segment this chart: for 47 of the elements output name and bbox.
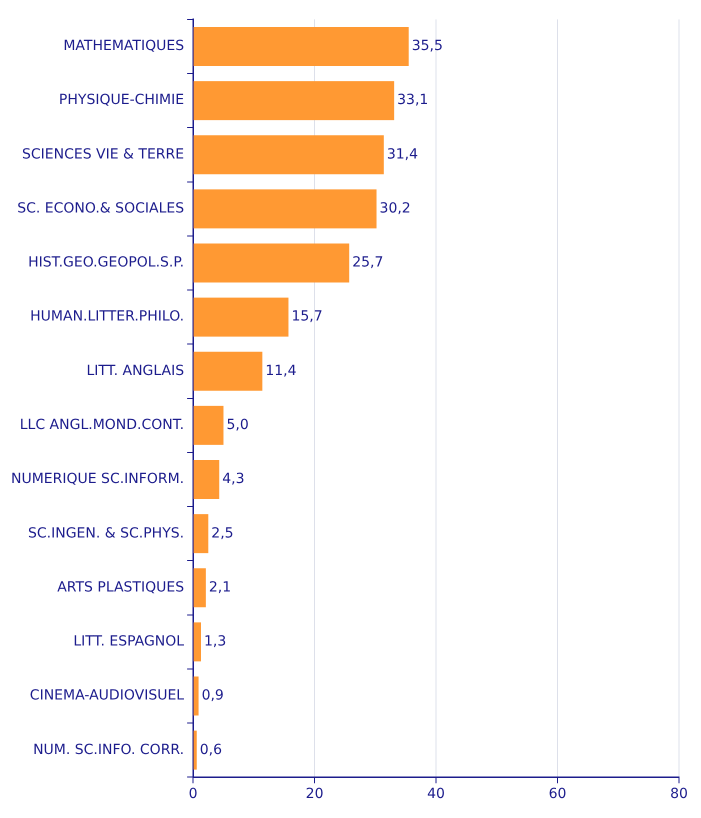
y-tick-label: HUMAN.LITTER.PHILO.: [30, 308, 184, 325]
bar: [194, 298, 288, 337]
x-tick-label: 80: [670, 786, 688, 802]
y-tick-label: HIST.GEO.GEOPOL.S.P.: [28, 254, 184, 271]
y-tick-label: LITT. ESPAGNOL: [73, 634, 184, 650]
bar: [194, 243, 350, 282]
bar: [194, 406, 224, 445]
data-label: 5,0: [226, 417, 249, 434]
data-label: 4,3: [222, 471, 244, 488]
y-tick-label: PHYSIQUE-CHIMIE: [58, 92, 184, 108]
bar: [194, 568, 206, 608]
y-tick-label: SC. ECONO.& SOCIALES: [17, 200, 184, 216]
data-label: 30,2: [380, 200, 411, 216]
x-tick-label: 40: [427, 786, 445, 802]
y-tick-label: CINEMA-AUDIOVISUEL: [30, 688, 184, 704]
data-label: 11,4: [265, 362, 297, 379]
y-tick-label: MATHEMATIQUES: [63, 38, 184, 54]
bar: [194, 460, 220, 499]
y-tick-label: LITT. ANGLAIS: [86, 362, 184, 379]
x-tick-label: 20: [306, 786, 324, 802]
y-tick-label: NUMERIQUE SC.INFORM.: [10, 471, 184, 488]
data-label: 35,5: [412, 38, 443, 54]
data-label: 25,7: [352, 254, 384, 271]
y-tick-label: ARTS PLASTIQUES: [57, 579, 184, 596]
bar: [194, 514, 208, 554]
x-tick-label: 60: [548, 786, 566, 802]
data-label: 15,7: [291, 308, 323, 325]
bar: [194, 26, 409, 66]
bar: [194, 622, 201, 662]
bar: [194, 730, 197, 770]
data-label: 31,4: [386, 146, 418, 162]
y-tick-label: SC.INGEN. & SC.PHYS.: [28, 525, 184, 542]
data-label: 0,6: [200, 742, 222, 758]
data-label: 33,1: [397, 92, 428, 108]
bar: [194, 676, 199, 716]
y-tick-label: LLC ANGL.MOND.CONT.: [20, 417, 184, 434]
data-label: 2,1: [208, 579, 232, 596]
bar: [194, 189, 377, 228]
y-tick-label: NUM. SC.INFO. CORR.: [33, 742, 184, 758]
y-tick-label: SCIENCES VIE & TERRE: [22, 146, 184, 162]
x-tick-label: 0: [188, 786, 198, 802]
data-label: 0,9: [202, 688, 224, 704]
data-label: 2,5: [211, 525, 234, 542]
data-label: 1,3: [204, 634, 226, 650]
bar: [194, 135, 384, 174]
bar: [194, 352, 262, 391]
bar: [194, 81, 394, 120]
